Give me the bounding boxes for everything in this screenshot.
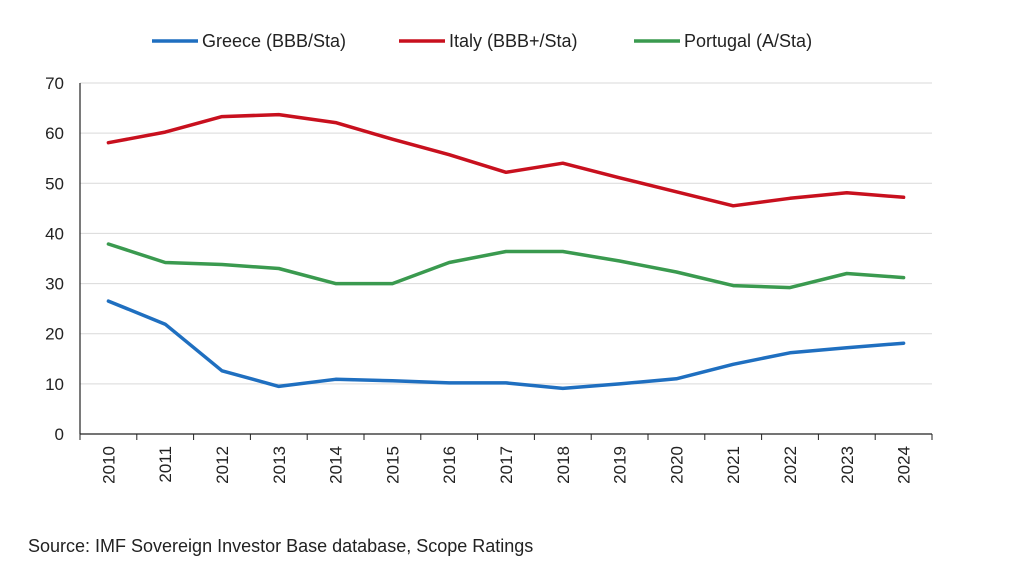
y-tick-label: 10 xyxy=(45,375,64,394)
y-tick-label: 60 xyxy=(45,124,64,143)
series-line-italy xyxy=(106,112,906,208)
x-tick-label: 2016 xyxy=(440,446,459,484)
series-line-greece xyxy=(106,299,906,391)
x-tick-label: 2011 xyxy=(156,446,175,483)
x-tick-label: 2024 xyxy=(895,446,914,484)
series-layer xyxy=(106,112,906,391)
x-tick-label: 2013 xyxy=(270,446,289,484)
y-tick-label: 20 xyxy=(45,325,64,344)
y-tick-label: 30 xyxy=(45,275,64,294)
y-tick-label: 40 xyxy=(45,224,64,243)
x-tick-label: 2019 xyxy=(611,446,630,484)
series-line-portugal xyxy=(106,242,906,290)
y-tick-label: 50 xyxy=(45,174,64,193)
legend-item-portugal: Portugal (A/Sta) xyxy=(634,31,812,51)
legend-label-portugal: Portugal (A/Sta) xyxy=(684,31,812,51)
x-tick-label: 2017 xyxy=(497,446,516,484)
legend-item-greece: Greece (BBB/Sta) xyxy=(152,31,346,51)
x-tick-label: 2020 xyxy=(667,446,686,484)
y-tick-label: 0 xyxy=(55,425,64,444)
x-tick-label: 2014 xyxy=(327,446,346,484)
y-tick-label: 70 xyxy=(45,74,64,93)
x-tick-label: 2012 xyxy=(213,446,232,484)
legend-item-italy: Italy (BBB+/Sta) xyxy=(399,31,578,51)
x-tick-label: 2018 xyxy=(554,446,573,484)
legend-label-greece: Greece (BBB/Sta) xyxy=(202,31,346,51)
x-axis: 2010 2011 2012 2013 2014 2015 2016 2017 2018 2019… xyxy=(79,433,933,484)
source-note: Source: IMF Sovereign Investor Base data… xyxy=(28,536,534,556)
x-tick-label: 2010 xyxy=(99,446,118,484)
legend: Greece (BBB/Sta) Italy (BBB+/Sta) Portugal… xyxy=(152,31,812,51)
x-tick-label: 2022 xyxy=(781,446,800,484)
x-tick-label: 2015 xyxy=(383,446,402,484)
x-tick-label: 2021 xyxy=(724,446,743,484)
legend-label-italy: Italy (BBB+/Sta) xyxy=(449,31,578,51)
gridlines xyxy=(80,82,932,385)
x-tick-label: 2023 xyxy=(838,446,857,484)
y-axis: 0 10 20 30 40 50 60 70 xyxy=(45,74,81,444)
